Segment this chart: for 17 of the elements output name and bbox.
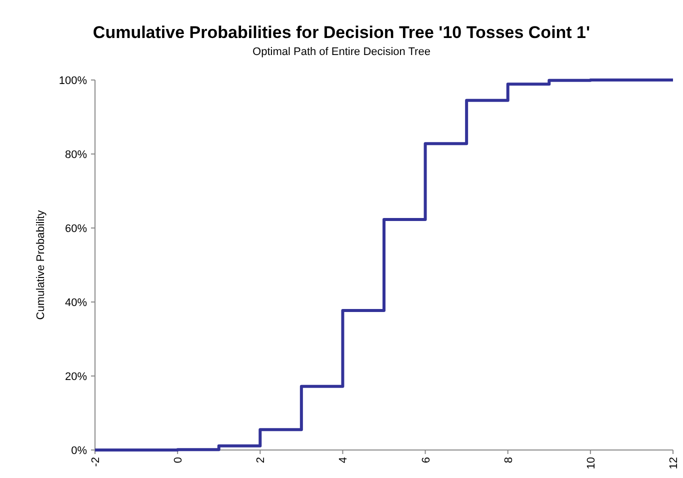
x-tick-label: 4 xyxy=(338,457,350,464)
y-tick-label: 40% xyxy=(64,297,88,309)
y-tick-label: 80% xyxy=(64,149,88,161)
chart-subtitle: Optimal Path of Entire Decision Tree xyxy=(252,46,430,58)
x-tick-label: 0 xyxy=(172,457,185,464)
x-tick-label: 2 xyxy=(255,457,268,464)
chart-title: Cumulative Probabilities for Decision Tree '10 Tosses Coint 1' xyxy=(92,23,590,42)
x-tick-label: 10 xyxy=(585,457,598,470)
y-axis-title: Cumulative Probability xyxy=(35,210,47,320)
y-tick-label: 20% xyxy=(64,371,88,383)
x-tick-label: 8 xyxy=(502,457,515,464)
y-tick-label: 0% xyxy=(71,445,88,457)
x-tick-label: -2 xyxy=(90,457,102,467)
x-tick-label: 6 xyxy=(420,457,432,464)
y-tick-label: 60% xyxy=(64,223,88,235)
x-tick-label: 12 xyxy=(668,457,680,470)
y-tick-label: 100% xyxy=(58,75,88,87)
